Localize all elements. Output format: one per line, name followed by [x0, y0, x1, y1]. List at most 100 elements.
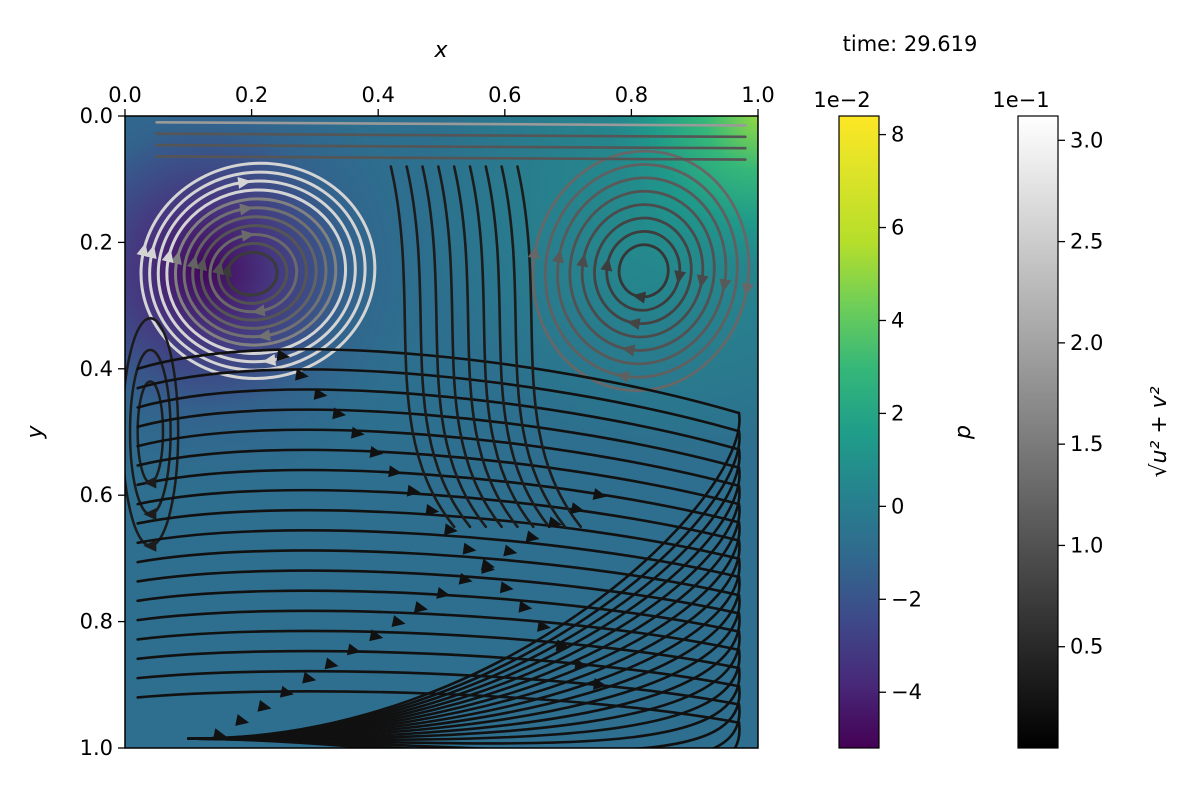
streamline: [136, 529, 741, 740]
streamline: [405, 165, 472, 529]
streamline-arrow: [136, 242, 149, 258]
colorbar-tick-label: 0: [891, 494, 904, 518]
streamline-arrow: [388, 465, 402, 478]
streamline: [136, 549, 741, 740]
streamline-arrow: [212, 728, 227, 740]
colorbar-tick-label: 1.5: [1070, 432, 1103, 456]
pressure-colorbar-ticks: 8 6 4 2 0 −2 −4: [879, 123, 922, 704]
streamline: [136, 428, 741, 740]
streamline: [139, 161, 377, 380]
streamline: [155, 155, 747, 161]
streamline: [136, 368, 741, 740]
streamline-arrow: [262, 353, 277, 366]
streamline-arrow: [276, 349, 291, 362]
streamline-arrow: [251, 304, 266, 317]
x-axis-ticks: 0.0 0.2 0.4 0.6 0.8 1.0: [108, 83, 775, 116]
streamline-arrow: [241, 229, 255, 242]
y-tick-label: 0.0: [80, 104, 113, 128]
streamline-arrow: [518, 600, 533, 613]
x-tick-label: 0.4: [361, 83, 394, 107]
pressure-colorbar-gradient: [838, 115, 880, 749]
streamline: [165, 188, 348, 355]
streamline: [136, 609, 741, 742]
streamline: [136, 448, 741, 740]
plot-frame: [124, 115, 759, 749]
x-tick-label: 0.8: [615, 83, 648, 107]
streamline: [136, 629, 741, 745]
streamline-arrow: [525, 530, 540, 543]
streamline-arrow: [674, 270, 687, 285]
streamline: [155, 143, 747, 150]
streamline-arrow: [313, 388, 328, 400]
streamline-arrow: [592, 488, 607, 500]
streamline: [421, 165, 488, 529]
x-axis-label: x: [433, 38, 448, 63]
streamline-arrow: [369, 629, 384, 642]
streamline-arrow: [626, 318, 641, 330]
streamline-arrow: [425, 504, 440, 516]
streamline: [225, 250, 279, 297]
y-tick-label: 0.6: [80, 483, 113, 507]
streamline: [389, 165, 456, 529]
streamline-arrow: [547, 516, 562, 529]
streamline-arrow: [576, 253, 589, 268]
streamline: [468, 165, 535, 529]
streamline: [199, 224, 308, 322]
streamline-arrow: [527, 245, 540, 260]
colorbar-tick-label: 2.0: [1070, 331, 1103, 355]
streamline-arrow: [555, 639, 570, 652]
streamline-arrow: [143, 476, 157, 489]
streamline-arrow: [302, 671, 317, 684]
streamline-arrow: [406, 484, 421, 497]
y-axis-label: y: [23, 425, 48, 440]
streamline-arrow: [462, 542, 477, 555]
streamline-arrow: [537, 620, 551, 632]
colorbar-tick-label: 2: [891, 401, 904, 425]
y-tick-label: 1.0: [80, 736, 113, 760]
streamline-arrow: [615, 371, 630, 383]
streamline-arrow: [481, 562, 495, 574]
streamline: [437, 165, 503, 529]
x-tick-label: 0.2: [235, 83, 268, 107]
y-tick-label: 0.8: [80, 610, 113, 634]
streamline-arrow: [212, 261, 224, 276]
pressure-colorbar-label: p: [951, 425, 976, 440]
streamline-arrow: [552, 249, 564, 264]
colorbar-tick-label: 8: [891, 123, 904, 147]
streamline-arrow: [161, 248, 174, 264]
streamline-arrow: [295, 368, 309, 381]
velocity-colorbar-scale: 1e−1: [992, 88, 1049, 112]
streamline: [136, 508, 741, 740]
streamline-arrow: [696, 274, 709, 289]
streamline: [452, 165, 519, 529]
x-tick-label: 0.0: [108, 83, 141, 107]
velocity-colorbar: 3.0 2.5 2.0 1.5 1.0 0.5 1e−1 √u² + v²: [992, 88, 1172, 749]
streamline-arrow: [279, 685, 294, 698]
streamline-arrow: [499, 581, 514, 594]
streamline: [484, 165, 551, 529]
x-tick-label: 0.6: [488, 83, 521, 107]
streamline-arrow: [391, 615, 406, 627]
velocity-colorbar-label: √u² + v²: [1147, 386, 1172, 477]
x-tick-label: 1.0: [741, 83, 774, 107]
streamline-arrow: [632, 291, 647, 304]
streamline-arrow: [413, 601, 428, 613]
streamline-arrow: [143, 508, 157, 521]
streamline: [136, 669, 741, 748]
streamline: [136, 468, 741, 740]
colorbar-tick-label: 4: [891, 308, 904, 332]
streamline: [155, 121, 747, 127]
y-tick-label: 0.4: [80, 357, 113, 381]
colorbar-tick-label: 6: [891, 216, 904, 240]
colorbar-tick-label: −4: [891, 680, 922, 704]
streamline-arrow: [332, 407, 347, 420]
colorbar-tick-label: 1.0: [1070, 533, 1103, 557]
time-label: time: 29.619: [843, 32, 978, 56]
colorbar-tick-label: 3.0: [1070, 128, 1103, 152]
streamline: [217, 241, 289, 305]
streamline-arrow: [719, 278, 732, 293]
colorbar-tick-label: 0.5: [1070, 635, 1103, 659]
colorbar-tick-label: −2: [891, 587, 922, 611]
streamline: [500, 165, 567, 529]
